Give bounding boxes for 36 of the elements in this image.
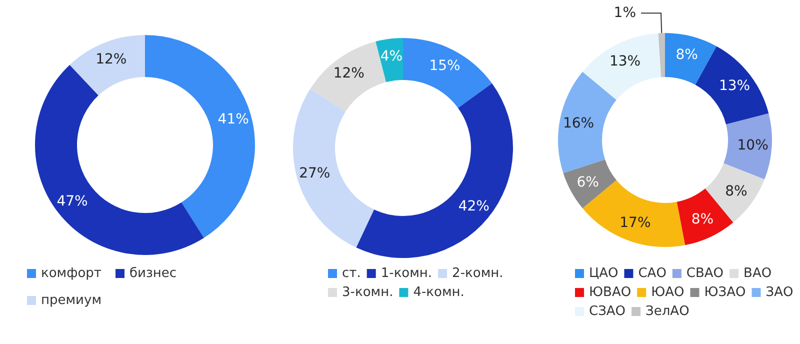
data-label: 15% [429, 58, 460, 74]
data-label: 8% [725, 184, 748, 200]
data-label: 27% [299, 166, 330, 182]
legend-label: комфорт [41, 266, 102, 281]
legend-label: бизнес [130, 266, 177, 281]
data-label: 1% [614, 5, 636, 22]
data-label: 17% [620, 214, 651, 231]
data-label: 42% [458, 198, 490, 215]
data-label: 13% [718, 78, 750, 94]
legend-label: СЗАО [589, 304, 626, 319]
legend-label: 2-комн. [452, 266, 504, 281]
data-label: 13% [609, 54, 641, 70]
data-label: 12% [96, 51, 127, 68]
legend-label: 1-комн. [380, 266, 432, 281]
legend-label: ВАО [744, 266, 772, 281]
legend-label: ЗелАО [646, 304, 690, 319]
legend-label: 4-комн. [413, 285, 464, 300]
data-label: 47% [56, 193, 88, 210]
data-label: 4% [380, 48, 403, 65]
legend-label: ст. [342, 266, 361, 281]
legend-label: ЮЗАО [704, 285, 746, 300]
legend-label: ЗАО [766, 285, 794, 300]
data-label: 12% [333, 66, 364, 82]
data-label: 8% [691, 212, 714, 228]
legend-label: ЦАО [589, 266, 618, 281]
legend-label: премиум [41, 293, 102, 308]
data-label: 10% [737, 138, 768, 154]
legend-label: 3-комн. [342, 285, 394, 300]
data-label: 16% [562, 116, 594, 132]
legend-label: ЮВАО [589, 285, 632, 300]
legend-label: САО [638, 266, 666, 281]
data-label: 6% [576, 174, 599, 190]
legend-label: СВАО [686, 266, 724, 281]
data-label: 41% [218, 111, 249, 128]
data-label: 8% [676, 46, 698, 63]
legend-label: ЮАО [651, 285, 684, 300]
